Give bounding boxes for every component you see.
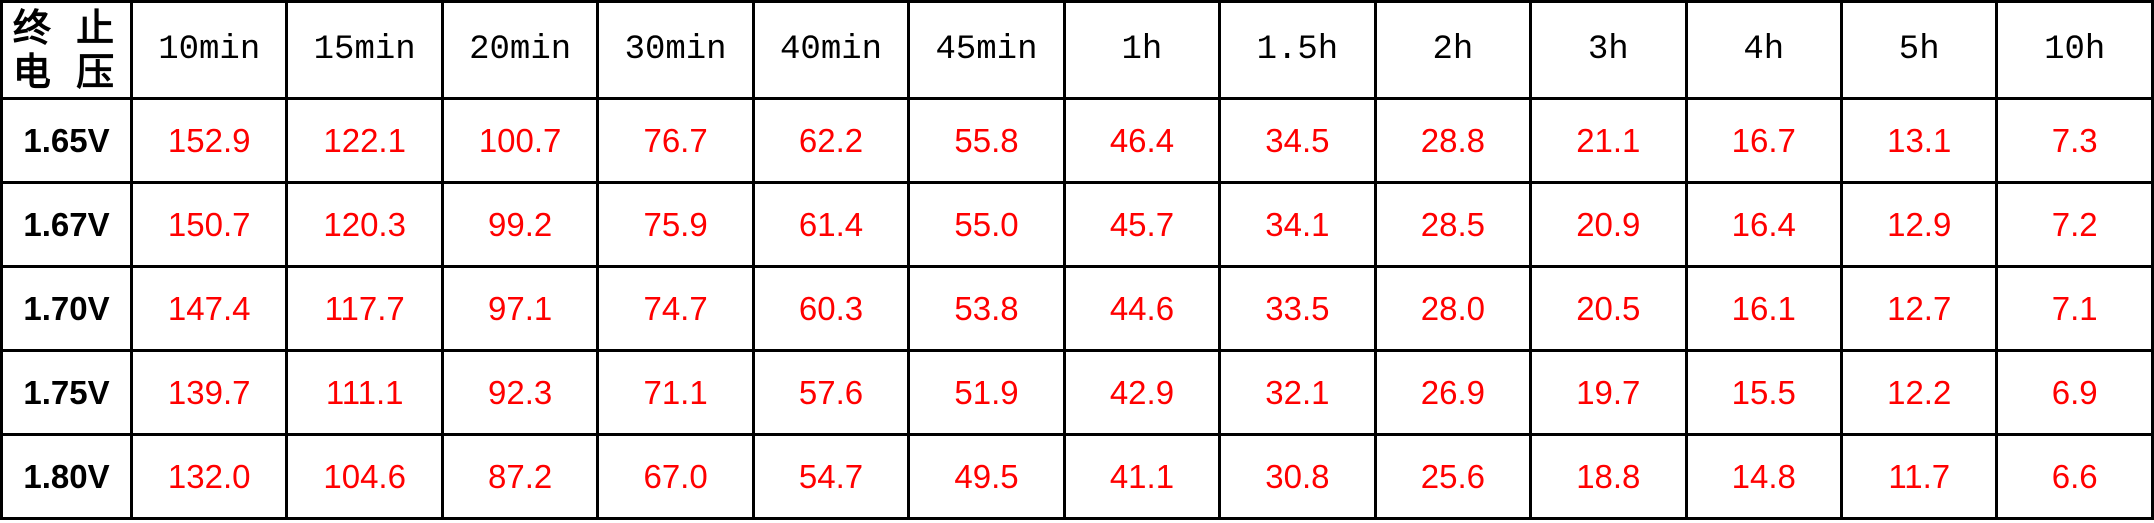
value-cell: 117.7	[285, 265, 444, 352]
row-label-1.67V: 1.67V	[0, 181, 133, 268]
value-cell: 7.2	[1995, 181, 2154, 268]
value-cell: 104.6	[285, 433, 444, 520]
value-cell: 76.7	[596, 97, 755, 184]
column-header-3h: 3h	[1529, 0, 1688, 100]
header-row: 终 止电 压 10min 15min 20min 30min 40min 45min 1h 1.…	[0, 0, 2154, 100]
value-cell: 28.8	[1373, 97, 1533, 184]
column-header-20min: 20min	[440, 0, 600, 100]
value-cell: 122.1	[285, 97, 444, 184]
value-cell: 55.0	[907, 181, 1066, 268]
table-row: 1.70V 147.4 117.7 97.1 74.7 60.3 53.8 44.6 33.5 2…	[0, 265, 2154, 352]
value-cell: 19.7	[1529, 349, 1688, 436]
value-cell: 33.5	[1218, 265, 1377, 352]
value-cell: 34.1	[1218, 181, 1377, 268]
value-cell: 57.6	[751, 349, 911, 436]
value-cell: 120.3	[285, 181, 444, 268]
column-header-1.5h: 1.5h	[1218, 0, 1377, 100]
value-cell: 46.4	[1062, 97, 1222, 184]
value-cell: 6.9	[1995, 349, 2154, 436]
value-cell: 26.9	[1373, 349, 1533, 436]
value-cell: 87.2	[440, 433, 600, 520]
table-row: 1.80V 132.0 104.6 87.2 67.0 54.7 49.5 41.1 30.8 2…	[0, 433, 2154, 520]
column-header-1h: 1h	[1062, 0, 1222, 100]
value-cell: 28.0	[1373, 265, 1533, 352]
table-header: 终 止电 压 10min 15min 20min 30min 40min 45min 1h 1.…	[0, 0, 2154, 100]
value-cell: 15.5	[1684, 349, 1843, 436]
value-cell: 34.5	[1218, 97, 1377, 184]
value-cell: 6.6	[1995, 433, 2154, 520]
value-cell: 41.1	[1062, 433, 1222, 520]
value-cell: 111.1	[285, 349, 444, 436]
column-header-10min: 10min	[129, 0, 289, 100]
value-cell: 20.9	[1529, 181, 1688, 268]
column-header-40min: 40min	[751, 0, 911, 100]
column-header-4h: 4h	[1684, 0, 1843, 100]
value-cell: 12.7	[1839, 265, 1999, 352]
column-header-2h: 2h	[1373, 0, 1533, 100]
value-cell: 100.7	[440, 97, 600, 184]
value-cell: 16.1	[1684, 265, 1843, 352]
value-cell: 20.5	[1529, 265, 1688, 352]
value-cell: 32.1	[1218, 349, 1377, 436]
value-cell: 54.7	[751, 433, 911, 520]
row-label-1.70V: 1.70V	[0, 265, 133, 352]
value-cell: 12.9	[1839, 181, 1999, 268]
row-label-1.80V: 1.80V	[0, 433, 133, 520]
value-cell: 55.8	[907, 97, 1066, 184]
value-cell: 53.8	[907, 265, 1066, 352]
value-cell: 62.2	[751, 97, 911, 184]
corner-header-line: 终 止	[12, 5, 121, 51]
value-cell: 99.2	[440, 181, 600, 268]
column-header-15min: 15min	[285, 0, 444, 100]
value-cell: 152.9	[129, 97, 289, 184]
value-cell: 139.7	[129, 349, 289, 436]
value-cell: 97.1	[440, 265, 600, 352]
table-body: 1.65V 152.9 122.1 100.7 76.7 62.2 55.8 46.4 34.5…	[0, 97, 2154, 520]
value-cell: 13.1	[1839, 97, 1999, 184]
value-cell: 25.6	[1373, 433, 1533, 520]
value-cell: 51.9	[907, 349, 1066, 436]
value-cell: 12.2	[1839, 349, 1999, 436]
value-cell: 75.9	[596, 181, 755, 268]
value-cell: 92.3	[440, 349, 600, 436]
column-header-5h: 5h	[1839, 0, 1999, 100]
corner-header-voltage: 终 止电 压	[0, 0, 133, 100]
value-cell: 147.4	[129, 265, 289, 352]
value-cell: 18.8	[1529, 433, 1688, 520]
value-cell: 67.0	[596, 433, 755, 520]
column-header-30min: 30min	[596, 0, 755, 100]
value-cell: 49.5	[907, 433, 1066, 520]
value-cell: 7.3	[1995, 97, 2154, 184]
value-cell: 45.7	[1062, 181, 1222, 268]
row-label-1.75V: 1.75V	[0, 349, 133, 436]
table-row: 1.65V 152.9 122.1 100.7 76.7 62.2 55.8 46.4 34.5…	[0, 97, 2154, 184]
value-cell: 7.1	[1995, 265, 2154, 352]
value-cell: 132.0	[129, 433, 289, 520]
value-cell: 16.7	[1684, 97, 1843, 184]
value-cell: 30.8	[1218, 433, 1377, 520]
value-cell: 21.1	[1529, 97, 1688, 184]
value-cell: 71.1	[596, 349, 755, 436]
corner-header-line: 电 压	[12, 49, 121, 94]
column-header-45min: 45min	[907, 0, 1066, 100]
value-cell: 28.5	[1373, 181, 1533, 268]
value-cell: 150.7	[129, 181, 289, 268]
value-cell: 11.7	[1839, 433, 1999, 520]
row-label-1.65V: 1.65V	[0, 97, 133, 184]
value-cell: 16.4	[1684, 181, 1843, 268]
value-cell: 74.7	[596, 265, 755, 352]
table-row: 1.75V 139.7 111.1 92.3 71.1 57.6 51.9 42.9 32.1 2…	[0, 349, 2154, 436]
value-cell: 14.8	[1684, 433, 1843, 520]
value-cell: 61.4	[751, 181, 911, 268]
value-cell: 42.9	[1062, 349, 1222, 436]
value-cell: 60.3	[751, 265, 911, 352]
table-row: 1.67V 150.7 120.3 99.2 75.9 61.4 55.0 45.7 34.1 2…	[0, 181, 2154, 268]
column-header-10h: 10h	[1995, 0, 2154, 100]
value-cell: 44.6	[1062, 265, 1222, 352]
